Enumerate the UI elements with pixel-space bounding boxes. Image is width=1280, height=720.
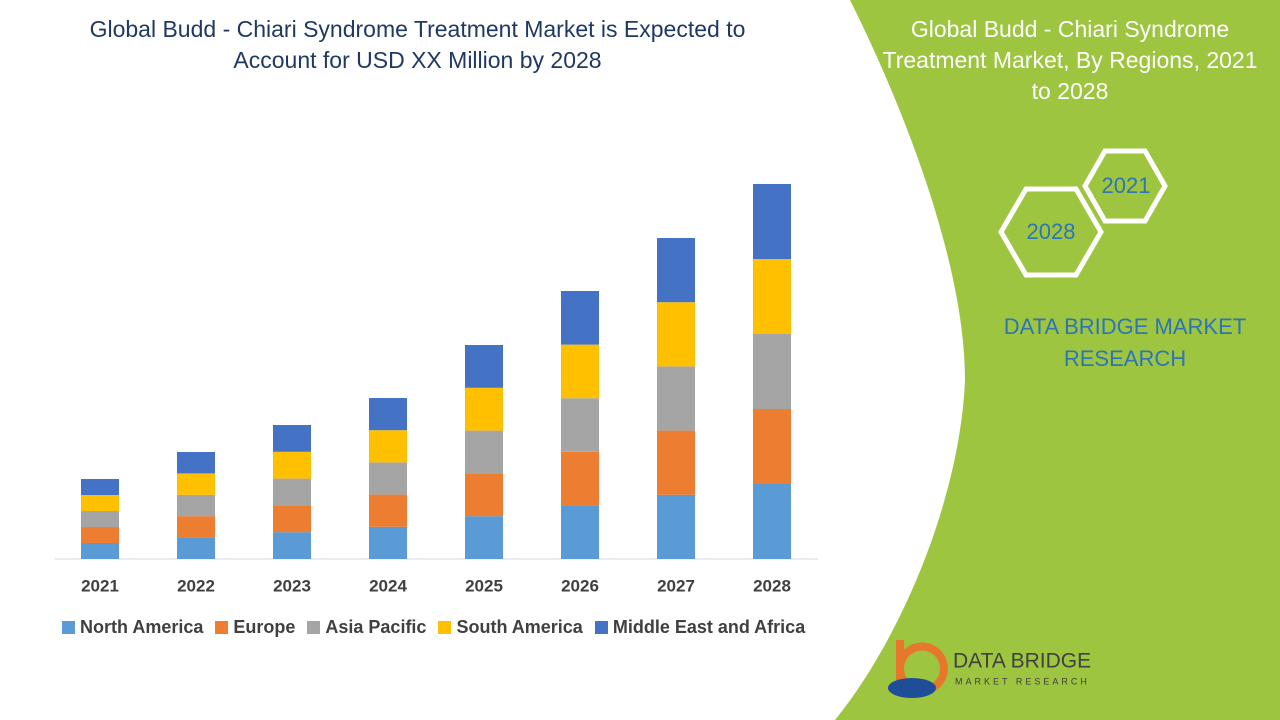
bar-segment xyxy=(657,494,695,559)
logo: DATA BRIDGE MARKET RESEARCH xyxy=(888,640,1091,698)
legend-swatch xyxy=(438,621,452,634)
legend-label: Middle East and Africa xyxy=(612,617,806,637)
logo-name: DATA BRIDGE xyxy=(953,650,1091,673)
bar-segment xyxy=(561,451,599,506)
bar-segment xyxy=(81,543,119,559)
legend-item: South America xyxy=(438,617,583,638)
x-tick-label: 2022 xyxy=(177,576,215,595)
side-panel-bg xyxy=(835,0,1280,720)
bar-segment xyxy=(753,259,791,334)
legend-swatch xyxy=(594,621,608,634)
bar-segment xyxy=(657,430,695,495)
bar-segment xyxy=(657,302,695,367)
bar-segment xyxy=(561,505,599,559)
x-tick-label: 2027 xyxy=(657,576,695,595)
x-tick-label: 2023 xyxy=(273,576,311,595)
bar-segment xyxy=(369,526,407,559)
bar-segment xyxy=(177,494,215,517)
bar-segment xyxy=(177,452,215,474)
legend: North America Europe Asia Pacific South Ame… xyxy=(62,617,805,638)
bar-segment xyxy=(561,291,599,345)
x-tick-label: 2028 xyxy=(753,576,791,595)
bar-segment xyxy=(465,473,503,517)
bar-segment xyxy=(273,451,311,479)
bar-segment xyxy=(753,409,791,484)
bar-segment xyxy=(81,495,119,511)
hexagon-label: 2021 xyxy=(1102,173,1151,198)
bar-segment xyxy=(657,238,695,303)
hexagon xyxy=(998,186,1104,278)
bar-segment xyxy=(369,398,407,431)
hexagon-label: 2028 xyxy=(1027,219,1076,244)
brand: DATA BRIDGE MARKET RESEARCH xyxy=(1003,314,1247,371)
legend-label: Asia Pacific xyxy=(325,617,427,637)
bar-segment xyxy=(465,430,503,474)
bar-segment xyxy=(81,479,119,495)
x-tick-label: 2026 xyxy=(561,576,599,595)
bar-segment xyxy=(369,462,407,495)
legend-item: North America xyxy=(62,617,203,638)
bar-segment xyxy=(81,511,119,527)
bar-segment xyxy=(561,398,599,452)
bar-segment xyxy=(177,537,215,559)
bar-segment xyxy=(465,516,503,559)
side-title: Global Budd - Chiari Syndrome Treatment … xyxy=(882,16,1258,104)
legend-swatch xyxy=(62,621,75,634)
legend-item: Europe xyxy=(215,617,295,638)
x-tick-label: 2025 xyxy=(465,576,503,595)
legend-item: Asia Pacific xyxy=(307,617,426,638)
bar-segment xyxy=(273,425,311,452)
logo-tagline: MARKET RESEARCH xyxy=(955,676,1090,686)
legend-item: Middle East and Africa xyxy=(594,617,806,638)
legend-label: South America xyxy=(456,617,583,637)
bar-segment xyxy=(753,334,791,409)
bar-segment xyxy=(465,387,503,431)
bar-segment xyxy=(369,430,407,463)
bar-segment xyxy=(753,484,791,559)
bar-segment xyxy=(273,532,311,559)
bar-segment xyxy=(753,184,791,259)
bar-segment xyxy=(657,366,695,431)
bar-segment xyxy=(273,505,311,533)
legend-label: Europe xyxy=(233,617,296,637)
x-tick-label: 2024 xyxy=(369,576,407,595)
bar-segment xyxy=(177,473,215,495)
bar-segment xyxy=(177,516,215,538)
legend-label: North America xyxy=(80,617,204,637)
legend-swatch xyxy=(307,621,321,634)
bar-segment xyxy=(81,527,119,543)
hexagon xyxy=(1082,148,1168,224)
bar-segment xyxy=(465,345,503,388)
chart-title: Global Budd - Chiari Syndrome Treatment … xyxy=(89,16,746,73)
bar-segment xyxy=(369,494,407,527)
bar-segment xyxy=(273,478,311,506)
bar-segment xyxy=(561,344,599,399)
x-tick-label: 2021 xyxy=(81,576,119,595)
legend-swatch xyxy=(215,621,229,634)
